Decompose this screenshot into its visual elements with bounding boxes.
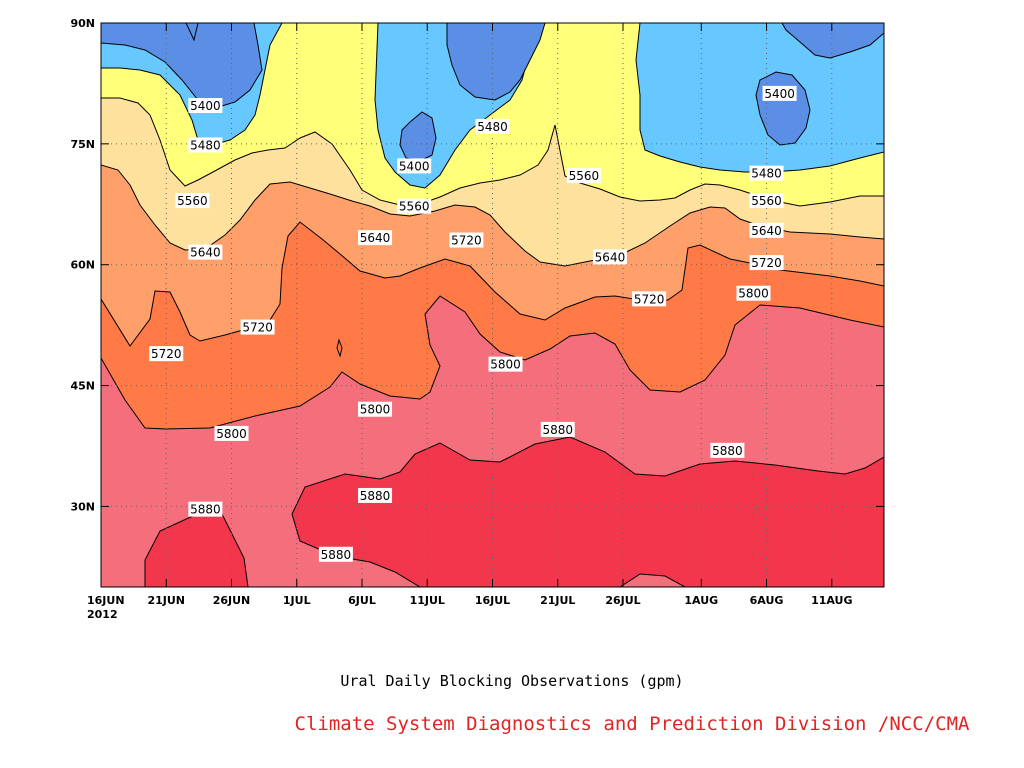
contour-label-box xyxy=(188,137,223,153)
contour-label: 5560 xyxy=(399,200,430,214)
x-tick-label: 6AUG xyxy=(750,594,784,607)
x-tick-label: 6JUL xyxy=(348,594,376,607)
contour-label-box xyxy=(188,97,223,113)
contour-label-box xyxy=(749,222,784,238)
contour-label-box xyxy=(488,356,523,372)
contour-label-box xyxy=(318,546,353,562)
x-tick-label: 21JUL xyxy=(540,594,575,607)
contour-label-box xyxy=(175,193,210,209)
grid-lines xyxy=(101,23,884,587)
contour-label-box xyxy=(188,244,223,260)
contour-label-box xyxy=(397,198,432,214)
contour-label-box xyxy=(566,168,601,184)
contour-label: 5480 xyxy=(751,167,782,181)
contour-label-box xyxy=(358,230,393,246)
x-tick-label: 16JUN xyxy=(87,594,125,607)
contour-label: 5560 xyxy=(569,169,600,183)
contour-label: 5400 xyxy=(764,87,795,101)
contour-label: 5880 xyxy=(190,503,221,517)
contour-label: 5720 xyxy=(451,234,482,248)
y-tick-label: 30N xyxy=(70,500,95,513)
contour-label: 5800 xyxy=(490,358,521,372)
contour-label: 5560 xyxy=(751,194,782,208)
contour-label-box xyxy=(240,319,275,335)
contour-label: 5560 xyxy=(177,194,208,208)
chart-credit: Climate System Diagnostics and Predictio… xyxy=(294,713,970,735)
contour-label: 5880 xyxy=(542,423,573,437)
chart-title: Ural Daily Blocking Observations (gpm) xyxy=(340,672,684,690)
contour-label: 5800 xyxy=(360,403,391,417)
y-tick-label: 75N xyxy=(70,138,95,151)
contour-label-box xyxy=(449,232,484,248)
contour-label-box xyxy=(358,487,393,503)
contour-label: 5880 xyxy=(360,489,391,503)
contour-label-box xyxy=(475,118,510,134)
x-tick-label: 26JUL xyxy=(605,594,640,607)
contour-label: 5880 xyxy=(321,548,352,562)
contour-label: 5640 xyxy=(595,250,626,264)
contour-label-box xyxy=(592,249,627,265)
contour-label: 5720 xyxy=(751,256,782,270)
contour-label: 5480 xyxy=(190,138,221,152)
x-tick-label: 1AUG xyxy=(684,594,718,607)
contour-label: 5480 xyxy=(477,120,508,134)
contour-label-box xyxy=(749,165,784,181)
contour-label: 5800 xyxy=(738,287,769,301)
contour-label-box xyxy=(397,158,432,174)
contour-label-box xyxy=(736,285,771,301)
contour-label-box xyxy=(749,193,784,209)
x-tick-label: 21JUN xyxy=(147,594,185,607)
contour-label-box xyxy=(710,442,745,458)
contour-label-box xyxy=(358,401,393,417)
x-tick-label: 11JUL xyxy=(410,594,445,607)
contour-label-box xyxy=(214,425,249,441)
island-5880 xyxy=(336,338,343,358)
contour-label: 5720 xyxy=(151,347,182,361)
x-year-label: 2012 xyxy=(87,608,118,621)
contour-label: 5800 xyxy=(216,427,247,441)
contour-label-box xyxy=(149,346,184,362)
contour-label: 5640 xyxy=(190,246,221,260)
contour-label: 5400 xyxy=(399,159,430,173)
contour-label: 5720 xyxy=(634,292,665,306)
x-tick-label: 11AUG xyxy=(811,594,852,607)
y-tick-label: 45N xyxy=(70,380,95,393)
contour-label: 5720 xyxy=(242,321,273,335)
contour-label: 5640 xyxy=(360,231,391,245)
y-tick-label: 60N xyxy=(70,259,95,272)
contour-label: 5640 xyxy=(751,224,782,238)
contour-label-box xyxy=(632,291,667,307)
contour-label-box xyxy=(762,85,797,101)
x-tick-label: 16JUL xyxy=(475,594,510,607)
x-tick-label: 1JUL xyxy=(283,594,311,607)
x-tick-label: 26JUN xyxy=(213,594,251,607)
contour-label-box xyxy=(188,501,223,517)
contour-label-box xyxy=(540,421,575,437)
y-tick-label: 90N xyxy=(70,17,95,30)
contour-label: 5880 xyxy=(712,444,743,458)
contour-label-box xyxy=(749,255,784,271)
contour-label: 5400 xyxy=(190,99,221,113)
